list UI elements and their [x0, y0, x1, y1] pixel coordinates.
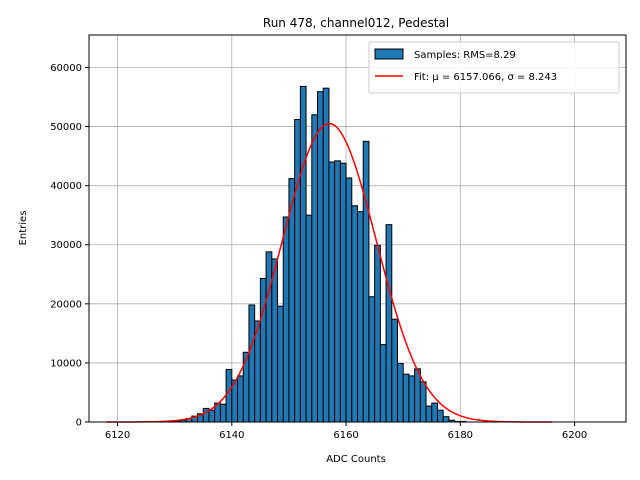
y-tick-label: 40000 [50, 181, 82, 192]
histogram-bar [219, 403, 227, 423]
histogram-bar [305, 214, 313, 423]
histogram-bar [414, 368, 421, 423]
chart-title: Run 478, channel012, Pedestal [263, 16, 449, 30]
fit-curve [106, 122, 552, 423]
histogram-bar [402, 373, 410, 423]
x-tick-label: 6160 [333, 430, 358, 441]
histogram-bar [328, 161, 336, 423]
histogram-bar [322, 87, 330, 423]
y-axis-ticks: 0 10000 20000 30000 40000 50000 60000 [50, 63, 89, 429]
legend-box [368, 41, 620, 94]
histogram-bar [396, 363, 404, 423]
x-axis-label: ADC Counts [326, 454, 386, 465]
histogram-bar [391, 318, 398, 423]
histogram-bar [248, 304, 256, 423]
histogram-bar [368, 296, 376, 423]
histogram-bar [419, 381, 427, 423]
legend-hist-swatch [374, 48, 404, 60]
x-tick-label: 6140 [219, 430, 244, 441]
histogram-bar [436, 409, 444, 423]
x-tick-label: 6200 [562, 430, 587, 441]
histogram-bar [374, 244, 381, 423]
histogram-bar [334, 160, 341, 423]
histogram-bar [357, 211, 364, 423]
legend-fit-label: Fit: μ = 6157.066, σ = 8.243 [414, 72, 557, 83]
histogram-bar [299, 85, 307, 423]
histogram-bar [277, 305, 284, 423]
x-axis-ticks: 6120 6140 6160 6180 6200 [105, 422, 587, 441]
histogram-bar [345, 177, 353, 423]
histogram-bar [431, 402, 438, 423]
histogram-bar [237, 375, 244, 423]
axes-frame [88, 34, 627, 423]
histogram-bar [339, 162, 347, 423]
histogram-bar [379, 344, 387, 423]
y-tick-label: 60000 [50, 63, 82, 74]
histogram-bar [317, 91, 324, 423]
histogram-bar [425, 405, 433, 423]
histogram-bar [408, 375, 416, 423]
y-tick-label: 20000 [50, 299, 82, 310]
histogram-bar [288, 178, 296, 423]
histogram-bar [271, 258, 279, 423]
histogram-bar [385, 224, 393, 423]
histogram-bar [294, 118, 301, 423]
histogram-bar [311, 114, 319, 423]
x-tick-label: 6120 [105, 430, 130, 441]
y-tick-label: 0 [76, 418, 82, 429]
y-axis-label: Entries [18, 211, 29, 246]
x-tick-label: 6180 [448, 430, 473, 441]
histogram-bar [208, 409, 216, 423]
histogram-bar [282, 216, 290, 423]
histogram-bar [259, 277, 267, 423]
histogram-bar [265, 251, 273, 423]
y-tick-label: 50000 [50, 122, 82, 133]
histogram-bar [351, 205, 358, 423]
histogram-bar [442, 416, 450, 423]
y-tick-label: 30000 [50, 240, 82, 251]
y-tick-label: 10000 [50, 358, 82, 369]
legend: Samples: RMS=8.29 Fit: μ = 6157.066, σ =… [368, 41, 620, 94]
histogram-bar [362, 140, 370, 423]
legend-hist-label: Samples: RMS=8.29 [414, 50, 516, 61]
histogram-bar [225, 368, 233, 423]
